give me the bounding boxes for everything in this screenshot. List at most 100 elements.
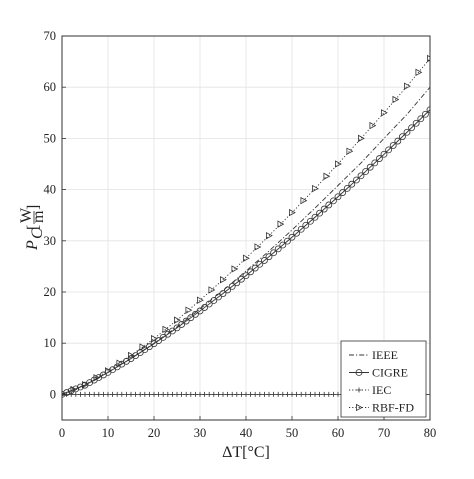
series-marker-cigre xyxy=(168,327,176,335)
legend-marker xyxy=(355,369,363,376)
series-marker-iec xyxy=(289,391,295,397)
series-marker-cigre xyxy=(260,257,268,264)
series-marker-iec xyxy=(114,391,120,397)
x-tick-label: 60 xyxy=(332,426,345,440)
series-marker-cigre xyxy=(375,155,383,162)
x-tick-label: 20 xyxy=(148,426,161,440)
x-tick-label: 70 xyxy=(378,426,391,440)
series-marker-cigre xyxy=(412,119,420,127)
series-marker-rbf-fd xyxy=(220,276,227,284)
series-marker-cigre xyxy=(352,176,360,184)
series-marker-cigre xyxy=(159,333,167,341)
series-marker-rbf-fd xyxy=(346,147,354,155)
series-marker-rbf-fd xyxy=(174,316,181,324)
series-marker-cigre xyxy=(325,201,333,209)
series-marker-cigre xyxy=(385,146,393,154)
series-marker-iec xyxy=(96,391,102,397)
series-marker-cigre xyxy=(182,317,190,325)
y-tick-label: 20 xyxy=(44,285,57,299)
series-marker-iec xyxy=(110,391,116,397)
series-marker-cigre xyxy=(362,168,370,175)
legend: IEEE CIGRE IEC RBF-FD xyxy=(340,340,427,418)
series-marker-cigre xyxy=(228,282,236,290)
series-marker-cigre xyxy=(164,330,172,338)
series-marker-cigre xyxy=(343,184,351,192)
series-marker-cigre xyxy=(256,260,264,268)
series-marker-iec xyxy=(275,391,281,397)
series-marker-cigre xyxy=(201,304,209,311)
y-tick-label: 0 xyxy=(50,387,56,401)
series-marker-rbf-fd xyxy=(151,334,158,343)
series-marker-rbf-fd xyxy=(427,54,430,63)
series-marker-rbf-fd xyxy=(208,286,216,294)
x-tick-label: 40 xyxy=(240,426,253,440)
x-axis-label: ΔT[°C] xyxy=(222,444,270,461)
series-marker-cigre xyxy=(316,209,324,217)
series-marker-iec xyxy=(160,391,166,397)
series-marker-cigre xyxy=(72,385,80,393)
series-marker-iec xyxy=(179,391,185,397)
series-marker-iec xyxy=(261,391,267,397)
series-marker-iec xyxy=(151,391,157,397)
series-marker-cigre xyxy=(274,245,282,253)
series-marker-cigre xyxy=(196,307,204,315)
series-marker-rbf-fd xyxy=(128,351,135,360)
series-marker-rbf-fd xyxy=(323,172,331,180)
y-axis-label: P C [ W m ] xyxy=(18,205,47,251)
svg-text:[: [ xyxy=(25,225,42,230)
series-marker-iec xyxy=(128,391,134,397)
series-line-cigre xyxy=(62,109,430,395)
series-marker-iec xyxy=(202,391,208,397)
series-marker-iec xyxy=(82,391,88,397)
series-marker-rbf-fd xyxy=(369,121,377,130)
series-marker-iec xyxy=(257,391,263,397)
y-tick-label: 40 xyxy=(44,183,57,197)
series-marker-cigre xyxy=(329,197,337,205)
series-marker-iec xyxy=(68,391,74,397)
series-marker-rbf-fd xyxy=(335,160,342,168)
svg-text:C: C xyxy=(29,228,46,239)
x-tick-label: 0 xyxy=(59,426,65,440)
series-marker-cigre xyxy=(173,324,181,332)
series-marker-cigre xyxy=(265,253,273,261)
series-marker-iec xyxy=(321,391,327,397)
legend-item-cigre: CIGRE xyxy=(349,366,408,380)
series-marker-iec xyxy=(165,391,171,397)
series-marker-rbf-fd xyxy=(139,343,147,351)
y-tick-label: 60 xyxy=(44,80,57,94)
series-marker-cigre xyxy=(233,279,241,287)
series-marker-iec xyxy=(225,391,231,397)
series-marker-cigre xyxy=(270,249,278,257)
series-marker-iec xyxy=(307,391,313,397)
series-marker-iec xyxy=(252,391,258,397)
series-marker-iec xyxy=(188,391,194,397)
series-marker-rbf-fd xyxy=(266,232,273,240)
legend-marker xyxy=(356,403,363,412)
series-marker-rbf-fd xyxy=(312,184,319,193)
series-marker-iec xyxy=(211,391,217,397)
legend-item-iec: IEC xyxy=(349,383,391,397)
series-marker-rbf-fd xyxy=(358,134,365,143)
series-marker-iec xyxy=(243,391,249,397)
series-marker-rbf-fd xyxy=(197,296,204,304)
series-marker-cigre xyxy=(417,115,425,123)
series-layer xyxy=(62,54,430,398)
legend-label: IEEE xyxy=(372,348,398,362)
x-tick-label: 50 xyxy=(286,426,299,440)
series-marker-cigre xyxy=(403,128,411,136)
series-marker-rbf-fd xyxy=(277,220,285,228)
series-marker-iec xyxy=(87,391,93,397)
svg-text:]: ] xyxy=(25,205,42,210)
series-marker-iec xyxy=(312,391,318,397)
series-marker-iec xyxy=(206,391,212,397)
legend-marker xyxy=(356,387,362,393)
series-marker-rbf-fd xyxy=(289,208,296,217)
svg-text:W: W xyxy=(18,207,35,223)
series-marker-cigre xyxy=(421,110,429,118)
series-marker-cigre xyxy=(251,264,259,272)
series-marker-iec xyxy=(303,391,309,397)
series-marker-rbf-fd xyxy=(231,265,239,273)
y-tick-label: 10 xyxy=(44,336,57,350)
series-marker-iec xyxy=(271,391,277,397)
